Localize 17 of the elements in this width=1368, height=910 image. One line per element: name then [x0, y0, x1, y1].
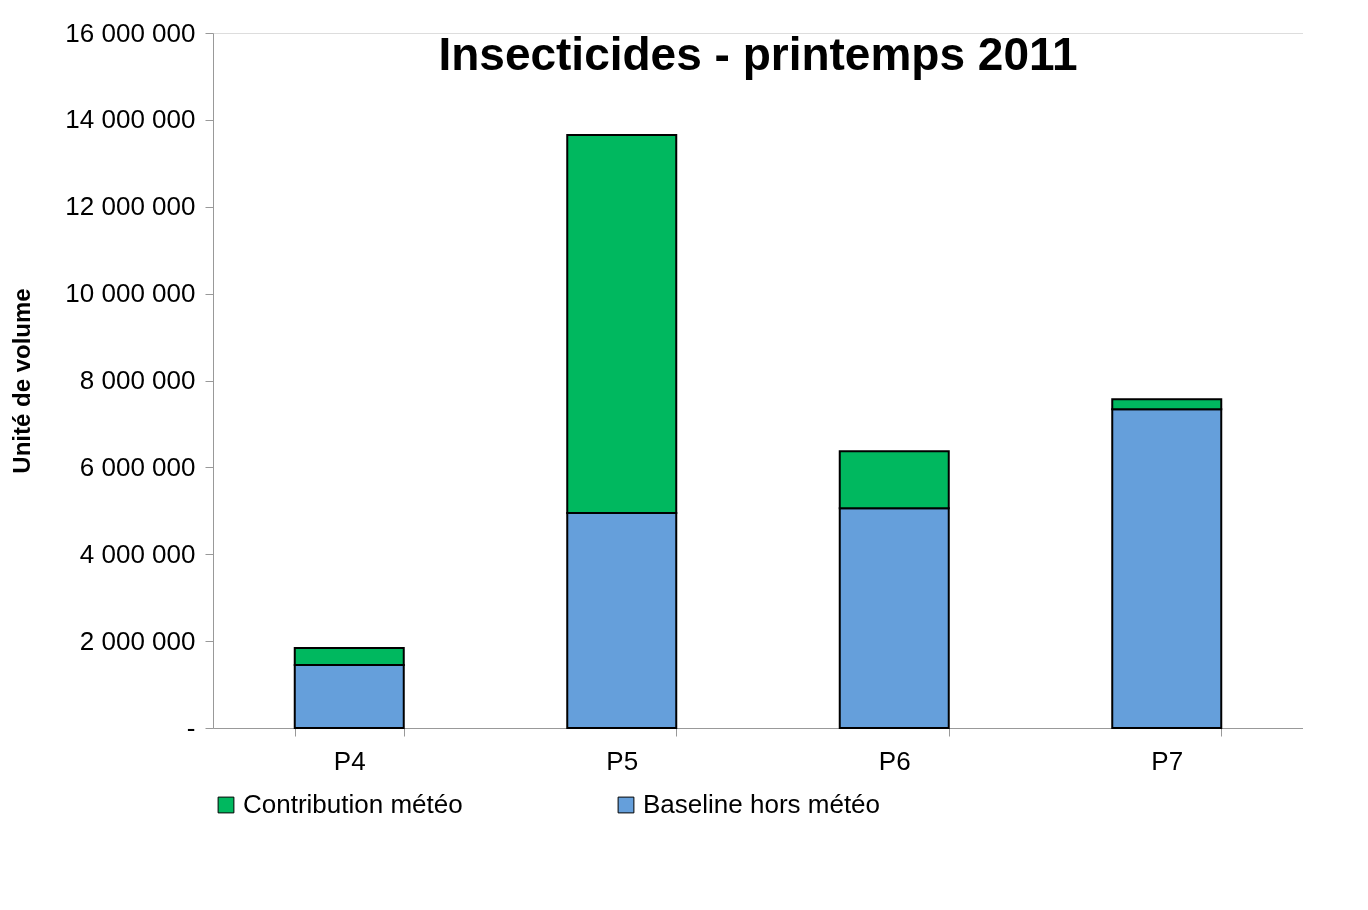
y-tick-label: 14 000 000 [65, 104, 196, 135]
x-tick-label: P6 [878, 745, 911, 776]
y-tick-label: 6 000 000 [79, 451, 196, 482]
y-tick-label: - [186, 712, 196, 743]
y-tick-label: 4 000 000 [79, 538, 196, 569]
y-tick-label: 12 000 000 [65, 191, 196, 222]
y-tick-label: 8 000 000 [79, 365, 196, 395]
y-axis-title: Unité de volume [8, 288, 36, 474]
x-tick-label: P4 [333, 745, 366, 776]
legend-label: Baseline hors météo [643, 789, 881, 819]
x-tick-label: P7 [1151, 745, 1184, 776]
x-tick-label: P5 [606, 745, 639, 776]
legend-label: Contribution météo [243, 789, 463, 819]
chart-title: Insecticides - printemps 2011 [438, 28, 1078, 80]
y-tick-label: 2 000 000 [79, 625, 196, 656]
y-tick-label: 10 000 000 [65, 278, 196, 309]
y-tick-label: 16 000 000 [65, 17, 196, 48]
